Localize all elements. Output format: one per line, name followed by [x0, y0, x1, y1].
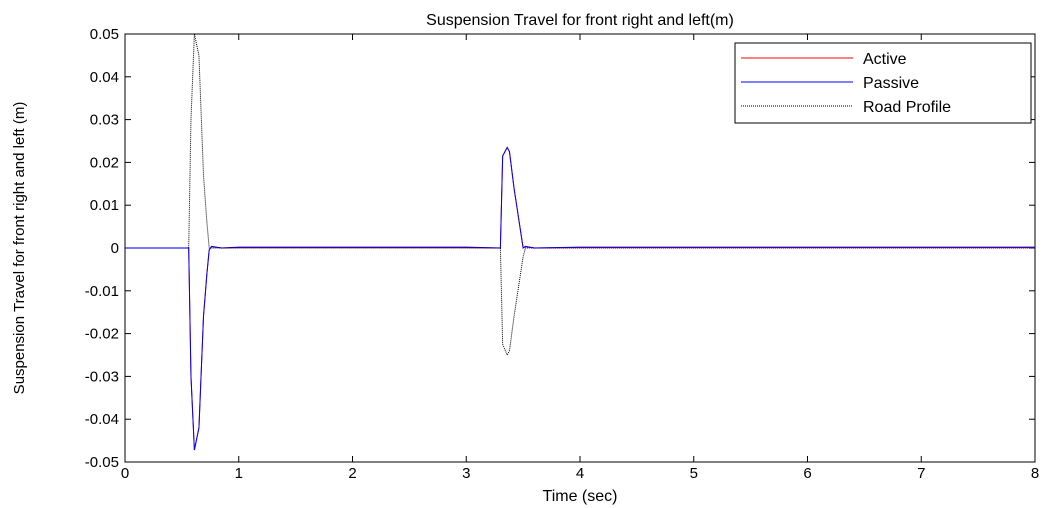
x-tick-label: 1: [235, 465, 243, 482]
y-tick-label: 0.03: [90, 112, 119, 129]
y-tick-label: -0.05: [85, 454, 119, 471]
x-tick-label: 4: [576, 465, 584, 482]
x-tick-label: 3: [462, 465, 470, 482]
y-tick-label: 0.05: [90, 26, 119, 43]
x-axis: 0 1 2 3 4 5 6 7 8: [121, 34, 1039, 482]
y-tick-label: 0.02: [90, 154, 119, 171]
x-tick-label: 5: [690, 465, 698, 482]
x-axis-label: Time (sec): [543, 488, 618, 505]
x-tick-label: 0: [121, 465, 129, 482]
y-tick-label: 0: [111, 240, 119, 257]
y-axis-label: Suspension Travel for front right and le…: [11, 102, 28, 395]
x-tick-label: 7: [917, 465, 925, 482]
legend-label: Active: [863, 51, 907, 68]
y-tick-label: 0.04: [90, 69, 119, 86]
legend-label: Road Profile: [863, 99, 951, 116]
y-tick-label: -0.01: [85, 283, 119, 300]
series-line-passive: [125, 146, 1035, 451]
chart-title: Suspension Travel for front right and le…: [426, 12, 734, 29]
y-tick-label: -0.04: [85, 411, 119, 428]
y-tick-label: -0.03: [85, 368, 119, 385]
x-tick-label: 2: [348, 465, 356, 482]
series-line-road-profile: [125, 34, 1035, 357]
series-group: [125, 34, 1035, 451]
y-tick-label: -0.02: [85, 326, 119, 343]
x-tick-label: 6: [803, 465, 811, 482]
legend-box: [734, 42, 1032, 124]
y-tick-label: 0.01: [90, 197, 119, 214]
legend-label: Passive: [863, 75, 919, 92]
x-tick-label: 8: [1031, 465, 1039, 482]
legend: Active Passive Road Profile: [734, 42, 1032, 124]
